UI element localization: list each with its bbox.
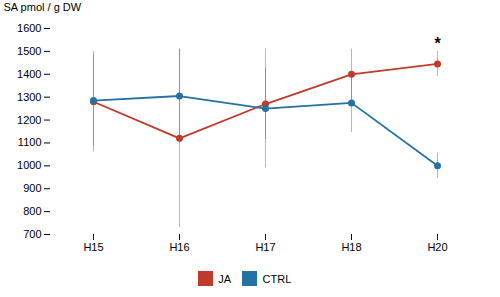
svg-text:*: * [434, 35, 441, 52]
svg-text:H20: H20 [427, 241, 447, 253]
svg-text:1500: 1500 [17, 45, 41, 57]
svg-text:1000: 1000 [17, 159, 41, 171]
svg-text:1600: 1600 [17, 22, 41, 34]
svg-text:800: 800 [23, 205, 41, 217]
svg-text:1400: 1400 [17, 68, 41, 80]
svg-text:900: 900 [23, 182, 41, 194]
svg-text:1200: 1200 [17, 114, 41, 126]
svg-text:SA pmol / g DW: SA pmol / g DW [4, 1, 82, 13]
svg-text:H16: H16 [169, 241, 189, 253]
svg-text:1100: 1100 [18, 136, 42, 148]
html-text:JA: JA [218, 272, 231, 285]
html-text:CTRL: CTRL [262, 272, 292, 285]
svg-text:1300: 1300 [17, 91, 41, 103]
svg-text:H18: H18 [341, 241, 361, 253]
svg-text:H15: H15 [83, 241, 103, 253]
svg-text:H17: H17 [255, 241, 275, 253]
svg-text:700: 700 [23, 228, 41, 240]
